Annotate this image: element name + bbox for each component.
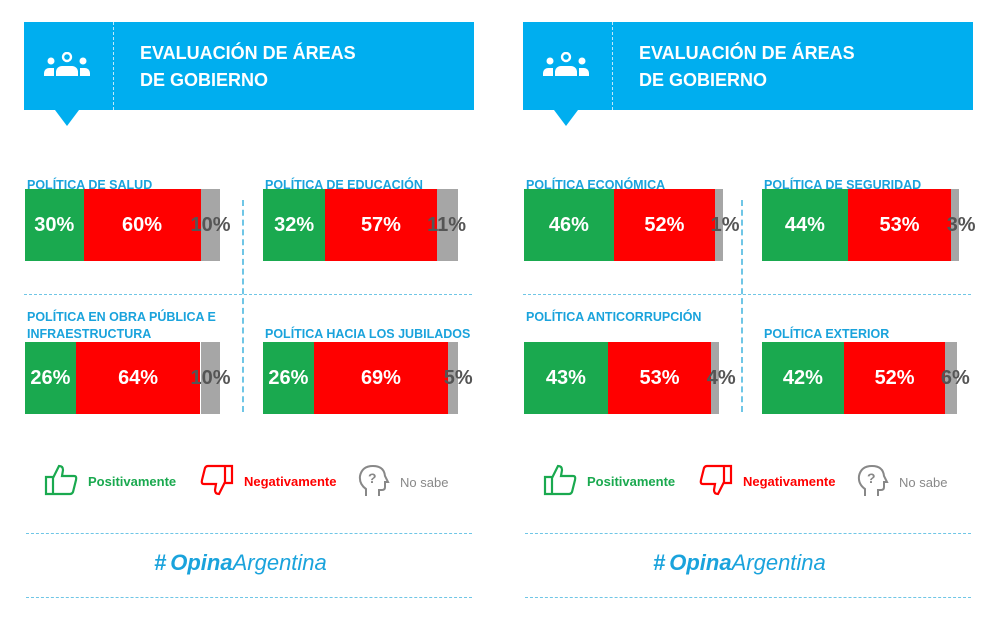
header-banner xyxy=(523,22,973,110)
value-label-unknown: 10% xyxy=(190,214,231,236)
panel-title: EVALUACIÓN DE ÁREAS DE GOBIERNO xyxy=(639,43,855,90)
svg-text:?: ? xyxy=(867,470,876,486)
head-question-icon: ? xyxy=(855,464,889,501)
value-label-positive: 26% xyxy=(30,367,71,389)
value-label-negative: 57% xyxy=(360,214,401,236)
bar-label: POLÍTICA ECONÓMICA xyxy=(526,178,666,192)
bar-segment-unknown xyxy=(951,189,960,261)
bar-segment-positive xyxy=(524,342,608,414)
panel-2: EVALUACIÓN DE ÁREAS DE GOBIERNO POLÍTICA … xyxy=(523,0,976,619)
legend-positive: Positivamente xyxy=(543,464,675,499)
value-label-unknown: 5% xyxy=(443,367,473,389)
grid-divider-vertical xyxy=(242,200,244,412)
bar-label: POLÍTICA EN OBRA PÚBLICA E INFRAESTRUCTU… xyxy=(27,310,216,341)
legend-unknown: ? No sabe xyxy=(356,464,448,501)
value-label-positive: 32% xyxy=(274,214,315,236)
bar-segment-unknown xyxy=(200,342,220,414)
value-label-positive: 44% xyxy=(784,214,825,236)
value-label-negative: 53% xyxy=(879,214,920,236)
bar-segment-negative xyxy=(843,342,946,414)
bar-segment-unknown xyxy=(436,189,458,261)
thumbs-down-icon xyxy=(699,464,733,499)
bar-segment-unknown xyxy=(715,189,724,261)
header-banner xyxy=(24,22,474,110)
bar-segment-negative xyxy=(83,189,201,261)
bar-segment-negative xyxy=(325,189,437,261)
grid-divider-horizontal xyxy=(523,294,971,295)
value-label-negative: 60% xyxy=(121,214,163,236)
panel-1: EVALUACIÓN DE ÁREAS DE GOBIERNO POLÍTICA … xyxy=(24,0,474,619)
bar-segment-unknown xyxy=(945,342,957,414)
bar-segment-positive xyxy=(25,189,84,261)
grid-divider-vertical xyxy=(741,200,743,412)
value-label-unknown: 4% xyxy=(706,367,736,389)
value-label-unknown: 10% xyxy=(190,367,231,389)
bar-segment-positive xyxy=(762,189,848,261)
divider xyxy=(612,22,613,110)
header-pointer xyxy=(55,110,79,126)
opina-argentina-logo: # Opina Argentina xyxy=(154,550,327,575)
divider xyxy=(525,597,971,598)
value-label-positive: 26% xyxy=(268,367,309,389)
bar-label: POLÍTICA DE EDUCACIÓN xyxy=(265,178,423,192)
divider xyxy=(113,22,114,110)
bar-segment-negative xyxy=(75,342,201,414)
bar-segment-negative xyxy=(607,342,712,414)
thumbs-up-icon xyxy=(44,464,78,499)
bar-segment-positive xyxy=(25,342,76,414)
bar-segment-unknown xyxy=(711,342,720,414)
value-label-negative: 53% xyxy=(639,367,680,389)
thumbs-down-icon xyxy=(200,464,234,499)
bar-label: POLÍTICA DE SEGURIDAD xyxy=(764,178,922,192)
bar-label: POLÍTICA ANTICORRUPCIÓN xyxy=(526,310,702,324)
bar-segment-unknown xyxy=(448,342,458,414)
value-label-negative: 52% xyxy=(874,367,915,389)
bar-segment-negative xyxy=(847,189,952,261)
bar-segment-positive xyxy=(524,189,614,261)
value-label-negative: 64% xyxy=(118,367,159,389)
bar-segment-positive xyxy=(762,342,844,414)
value-label-negative: 52% xyxy=(644,214,685,236)
legend: Positivamente Negativamente ? No sabe xyxy=(523,464,973,500)
value-label-positive: 42% xyxy=(782,367,823,389)
people-icon xyxy=(42,51,92,83)
bar-segment-positive xyxy=(263,342,314,414)
bar-label: POLÍTICA DE SALUD xyxy=(27,178,153,192)
bar-segment-unknown xyxy=(200,189,220,261)
legend-negative: Negativamente xyxy=(699,464,835,499)
value-label-positive: 30% xyxy=(34,214,75,236)
bar-label: POLÍTICA HACIA LOS JUBILADOS xyxy=(265,327,471,341)
grid-divider-horizontal xyxy=(24,294,472,295)
header-pointer xyxy=(554,110,578,126)
legend-positive: Positivamente xyxy=(44,464,176,499)
bar-label: POLÍTICA EXTERIOR xyxy=(764,327,890,341)
value-label-unknown: 1% xyxy=(710,214,740,236)
value-label-unknown: 3% xyxy=(946,214,976,236)
bar-segment-negative xyxy=(313,342,449,414)
bar-segment-positive xyxy=(263,189,326,261)
legend-negative: Negativamente xyxy=(200,464,336,499)
opina-argentina-logo: # Opina Argentina xyxy=(653,550,826,575)
value-label-negative: 69% xyxy=(360,367,401,389)
head-question-icon: ? xyxy=(356,464,390,501)
bar-segment-negative xyxy=(613,189,716,261)
divider xyxy=(525,533,971,534)
people-icon xyxy=(541,51,591,83)
thumbs-up-icon xyxy=(543,464,577,499)
value-label-unknown: 6% xyxy=(940,367,970,389)
divider xyxy=(26,533,472,534)
legend: Positivamente Negativamente ? No sabe xyxy=(24,464,474,500)
svg-text:?: ? xyxy=(368,470,377,486)
value-label-positive: 46% xyxy=(548,214,589,236)
legend-unknown: ? No sabe xyxy=(855,464,947,501)
panel-title: EVALUACIÓN DE ÁREAS DE GOBIERNO xyxy=(140,43,356,90)
divider xyxy=(26,597,472,598)
value-label-unknown: 11% xyxy=(427,214,467,236)
value-label-positive: 43% xyxy=(545,367,586,389)
